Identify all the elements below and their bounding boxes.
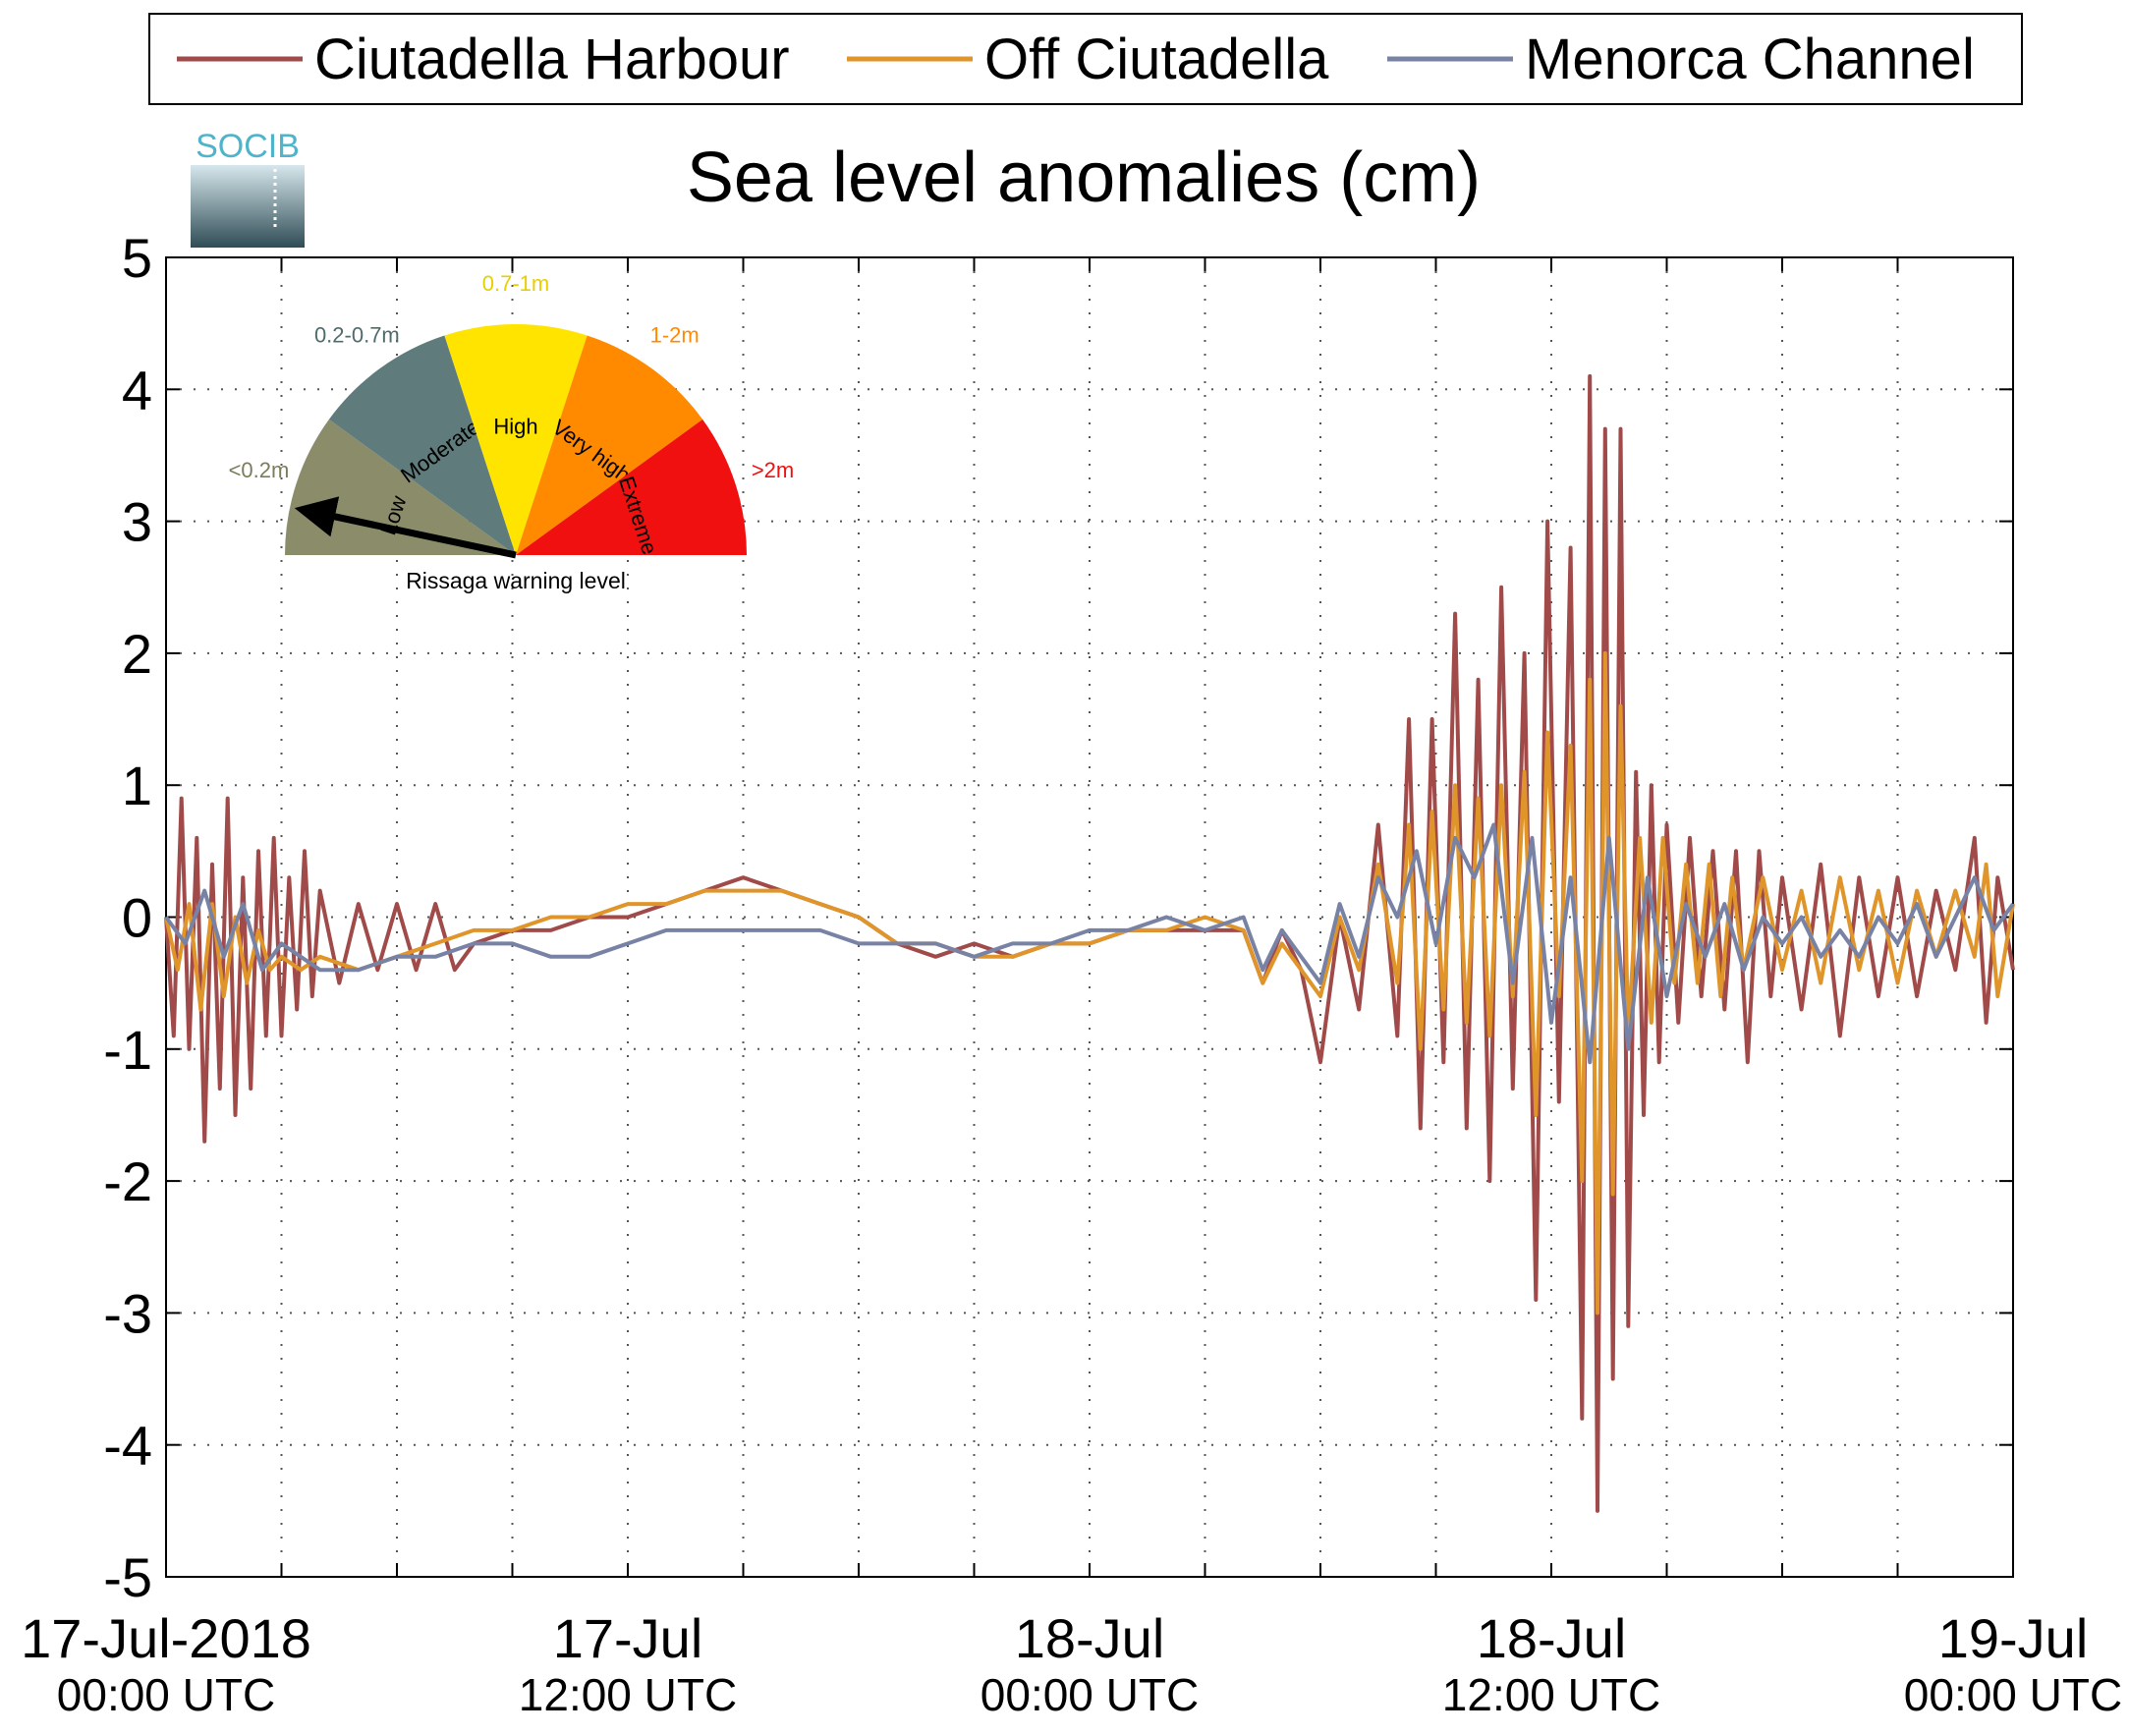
y-tick-label: 5 [122,227,152,289]
series-line-3 [164,822,2015,1065]
grid-lines [166,257,2013,1577]
y-tick-label: 1 [122,755,152,816]
x-tick-label-time: 00:00 UTC [57,1669,275,1720]
x-tick-label-date: 18-Jul [1477,1607,1627,1669]
x-tick-label-time: 12:00 UTC [519,1669,737,1720]
series-group [164,373,2015,1513]
series-line-2 [164,650,2015,1316]
y-tick-label: 2 [122,623,152,685]
y-tick-label: -2 [103,1150,152,1212]
legend-label: Menorca Channel [1525,28,1975,91]
socib-logo: SOCIB [191,128,305,248]
y-tick-label: -1 [103,1019,152,1081]
gauge-range-label: 0.7-1m [482,271,549,296]
x-tick-label-date: 18-Jul [1015,1607,1165,1669]
x-tick-label-time: 12:00 UTC [1442,1669,1660,1720]
x-tick-label-date: 17-Jul-2018 [21,1607,311,1669]
gauge-sector-label: High [493,415,537,439]
gauge-sector [444,324,588,555]
gauge-sector [328,335,516,555]
y-tick-labels: -5 -4 -3 -2 -1 0 1 2 3 4 5 [103,227,152,1608]
legend: Ciutadella Harbour Off Ciutadella Menorca … [148,13,2023,105]
y-tick-label: 0 [122,887,152,949]
y-tick-label: -5 [103,1546,152,1608]
gauge-needle [294,496,517,559]
gauge-sector [516,335,703,555]
x-tick-label-date: 17-Jul [553,1607,703,1669]
legend-frame [148,13,2023,105]
logo-block [191,165,305,248]
y-tick-label: 4 [122,359,152,420]
chart-title: Sea level anomalies (cm) [687,139,1481,217]
y-tick-label: -4 [103,1415,152,1477]
y-tick-label: -3 [103,1282,152,1344]
gauge-caption: Rissaga warning level [406,568,626,593]
x-tick-label-date: 19-Jul [1938,1607,2089,1669]
gauge-range-label: >2m [752,458,794,482]
legend-label: Off Ciutadella [984,28,1329,91]
gauge-range-label: 1-2m [650,322,700,347]
x-tick-label-time: 00:00 UTC [1904,1669,2122,1720]
gauge-sector [516,419,747,555]
axis-ticks [165,256,2014,1578]
gauge-range-label: 0.2-0.7m [314,322,400,347]
logo-text: SOCIB [196,128,300,165]
x-tick-label-time: 00:00 UTC [980,1669,1199,1720]
gauge-range-label: <0.2m [229,458,290,482]
legend-label: Ciutadella Harbour [314,28,790,91]
y-tick-label: 3 [122,491,152,553]
